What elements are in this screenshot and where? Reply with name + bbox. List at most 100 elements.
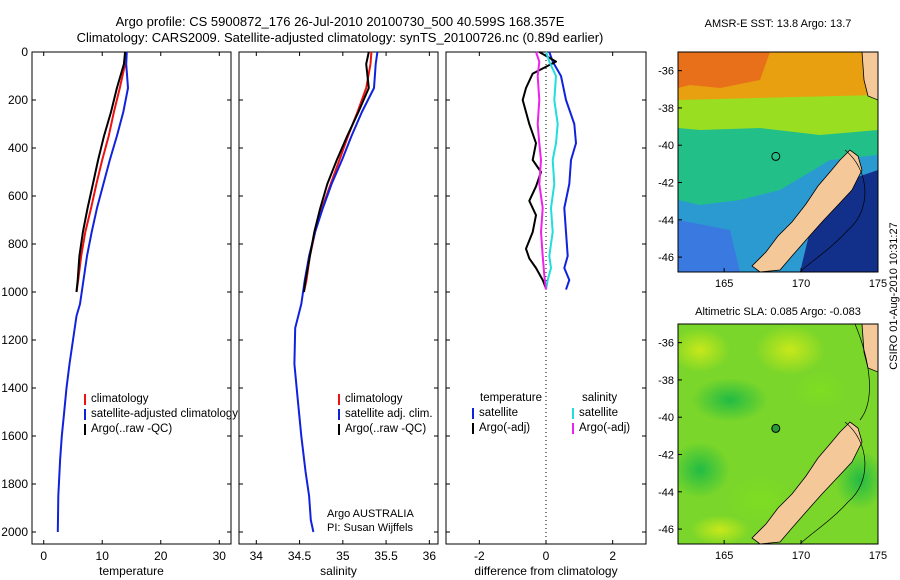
x-tick-label: 36 bbox=[423, 549, 437, 563]
legend-label: satellite bbox=[479, 407, 518, 419]
map-lat-label: -40 bbox=[658, 140, 674, 152]
plot-frame bbox=[31, 51, 232, 545]
y-tick-label: 800 bbox=[8, 237, 28, 251]
sst-map-ticks: 165 170 175 -36 -38 -40 -42 -44 -46 bbox=[658, 66, 887, 290]
legend-label: Argo(..raw -QC) bbox=[345, 423, 427, 435]
legend-swatch-blue bbox=[84, 409, 86, 420]
sla-depth-contour bbox=[799, 421, 866, 544]
map-lat-label: -44 bbox=[658, 487, 674, 499]
sst-green-band bbox=[678, 95, 878, 135]
series-line-blue bbox=[548, 51, 577, 290]
x-tick-label: 35 bbox=[336, 549, 350, 563]
map-lon-label: 165 bbox=[715, 278, 733, 290]
credit-line-2: PI: Susan Wijffels bbox=[327, 522, 413, 534]
map-lat-label: -46 bbox=[658, 252, 674, 264]
sla-map-title: Altimetric SLA: 0.085 Argo: -0.083 bbox=[695, 306, 861, 318]
legend-swatch-black bbox=[84, 424, 86, 435]
sla-map-ticks: 165 170 175 -36 -38 -40 -42 -44 -46 bbox=[658, 338, 887, 562]
legend-label: Argo(..raw -QC) bbox=[91, 423, 173, 435]
map-lat-label: -38 bbox=[658, 103, 674, 115]
y-tick-label: 600 bbox=[8, 189, 28, 203]
series-line-blue bbox=[56, 51, 129, 533]
series-line-black bbox=[521, 51, 557, 289]
legend-swatch-blue bbox=[472, 408, 474, 419]
figure-title-line-2: Climatology: CARS2009. Satellite-adjuste… bbox=[76, 30, 604, 45]
map-lon-label: 165 bbox=[715, 550, 733, 562]
legend-swatch-black bbox=[472, 423, 474, 434]
legend-entry: satellite bbox=[472, 406, 542, 421]
difference-legend-salinity: salinity satellite Argo(-adj) bbox=[572, 391, 630, 436]
map-lat-label: -36 bbox=[658, 338, 674, 350]
y-tick-label: 1600 bbox=[1, 429, 28, 443]
legend-entry: Argo(-adj) bbox=[572, 421, 630, 436]
map-lon-label: 175 bbox=[869, 550, 887, 562]
legend-label: satellite-adjusted climatology bbox=[91, 408, 239, 420]
sst-float-marker bbox=[771, 151, 781, 161]
y-tick-label: 200 bbox=[8, 93, 28, 107]
legend-entry: Argo(-adj) bbox=[472, 421, 542, 436]
sst-blue-band bbox=[678, 220, 740, 272]
legend-swatch-black bbox=[338, 424, 340, 435]
timestamp-text: CSIRO 01-Aug-2010 10:31:27 bbox=[888, 222, 900, 370]
map-lat-label: -40 bbox=[658, 412, 674, 424]
sla-land bbox=[751, 324, 878, 544]
x-tick-label: 35.5 bbox=[374, 549, 398, 563]
legend-swatch-magenta bbox=[572, 423, 574, 434]
map-lon-label: 170 bbox=[792, 550, 810, 562]
y-tick-label: 1000 bbox=[1, 285, 28, 299]
map-lat-label: -42 bbox=[658, 450, 674, 462]
y-tick-label: 0 bbox=[21, 45, 28, 59]
sst-map-title: AMSR-E SST: 13.8 Argo: 13.7 bbox=[704, 18, 852, 30]
x-tick-label: -2 bbox=[474, 549, 485, 563]
series-line-black bbox=[302, 51, 370, 293]
legend-swatch-red bbox=[338, 394, 340, 405]
sst-depth-contour bbox=[799, 149, 866, 272]
legend-header: salinity bbox=[582, 392, 618, 404]
legend-swatch-blue bbox=[338, 409, 340, 420]
plot-frame bbox=[445, 51, 647, 545]
map-lat-label: -36 bbox=[658, 66, 674, 78]
y-tick-label: 2000 bbox=[1, 525, 28, 539]
legend-entry: Argo(..raw -QC) bbox=[84, 422, 238, 437]
credit-line-1: Argo AUSTRALIA bbox=[327, 508, 414, 520]
sla-float-marker bbox=[771, 423, 781, 433]
legend-label: Argo(-adj) bbox=[479, 422, 531, 434]
y-tick-label: 1800 bbox=[1, 477, 28, 491]
sst-map-frame bbox=[677, 51, 879, 273]
plot-frame bbox=[238, 51, 439, 545]
y-tick-label: 400 bbox=[8, 141, 28, 155]
legend-label: climatology bbox=[91, 393, 149, 405]
legend-entry: satellite bbox=[572, 406, 630, 421]
map-lat-label: -44 bbox=[658, 215, 674, 227]
x-tick-label: 34 bbox=[250, 549, 264, 563]
series-line-red bbox=[75, 51, 128, 293]
temperature-legend: climatology satellite-adjusted climatolo… bbox=[84, 392, 238, 437]
x-tick-label: 30 bbox=[213, 549, 227, 563]
map-lon-label: 170 bbox=[792, 278, 810, 290]
sla-map-frame bbox=[677, 323, 879, 545]
legend-swatch-red bbox=[84, 394, 86, 405]
legend-label: satellite bbox=[579, 407, 618, 419]
legend-entry: climatology bbox=[338, 392, 433, 407]
temperature-panel: 0 200 400 600 800 1000 1200 1400 1600 1800 2000 0 10… bbox=[1, 45, 232, 578]
map-lat-label: -38 bbox=[658, 375, 674, 387]
figure-title-line-1: Argo profile: CS 5900872_176 26-Jul-2010… bbox=[115, 14, 565, 29]
map-lat-label: -42 bbox=[658, 178, 674, 190]
x-tick-label: 20 bbox=[154, 549, 168, 563]
x-tick-label: 0 bbox=[40, 549, 47, 563]
legend-entry: satellite-adjusted climatology bbox=[84, 407, 238, 422]
series-line-magenta bbox=[535, 51, 547, 290]
legend-label: Argo(-adj) bbox=[579, 422, 631, 434]
x-tick-label: 34.5 bbox=[288, 549, 312, 563]
legend-label: satellite adj. clim. bbox=[345, 408, 433, 420]
sst-hot-band bbox=[678, 52, 770, 88]
x-tick-label: 2 bbox=[609, 549, 616, 563]
salinity-panel: 34 34.5 35 35.5 36 salinity bbox=[238, 51, 439, 578]
y-tick-label: 1400 bbox=[1, 381, 28, 395]
legend-header: temperature bbox=[480, 392, 543, 404]
x-axis-label: salinity bbox=[320, 564, 357, 578]
x-axis-label: temperature bbox=[99, 564, 164, 578]
